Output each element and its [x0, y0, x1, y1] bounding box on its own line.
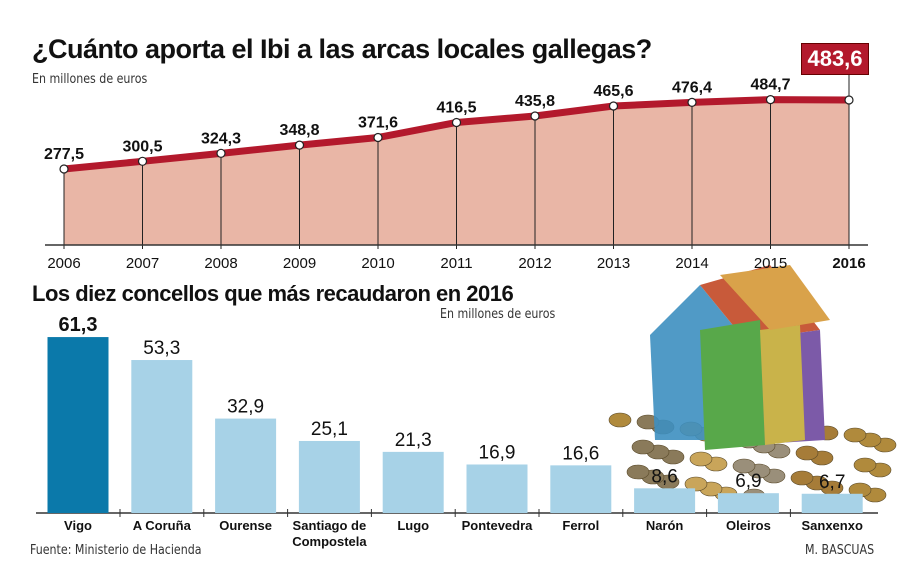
- category-label: Compostela: [292, 534, 367, 549]
- data-point: [59, 164, 69, 174]
- x-tick-label: 2009: [283, 255, 316, 272]
- coin: [843, 427, 867, 443]
- data-point: [216, 148, 226, 158]
- data-label: 277,5: [44, 146, 84, 163]
- x-tick-label: 2007: [126, 255, 159, 272]
- coin: [684, 476, 708, 492]
- coin: [631, 439, 655, 455]
- bar-value-label: 53,3: [143, 338, 180, 359]
- line-chart-title: ¿Cuánto aporta el Ibi a las arcas locale…: [32, 34, 652, 64]
- bar-value-label: 61,3: [59, 314, 98, 336]
- bar: [131, 360, 193, 513]
- coin: [853, 457, 877, 473]
- data-point: [765, 95, 776, 105]
- x-tick-label: 2015: [754, 255, 787, 272]
- x-tick-label: 2008: [204, 255, 237, 272]
- category-label: Santiago de: [293, 518, 367, 533]
- category-label: Pontevedra: [462, 518, 534, 533]
- bar-value-label: 6,9: [735, 471, 761, 492]
- x-tick-label: 2013: [597, 255, 630, 272]
- bar: [801, 493, 863, 513]
- bar: [382, 451, 444, 513]
- category-label: Narón: [646, 518, 684, 533]
- bar: [298, 440, 360, 513]
- data-label: 435,8: [515, 93, 555, 110]
- category-label: Ourense: [219, 518, 272, 533]
- data-label: 416,5: [436, 99, 476, 116]
- data-label: 484,7: [750, 77, 790, 94]
- bar-value-label: 16,9: [479, 442, 516, 463]
- line-chart-subtitle: En millones de euros: [32, 72, 148, 87]
- bar: [634, 488, 696, 513]
- x-tick-label: 2011: [440, 255, 472, 272]
- bar: [466, 464, 528, 513]
- data-point: [687, 97, 697, 108]
- category-label: Sanxenxo: [801, 518, 862, 533]
- data-label: 371,6: [358, 114, 398, 131]
- x-tick-label: 2014: [675, 255, 708, 272]
- bar-value-label: 8,6: [651, 466, 677, 487]
- bar-chart-subtitle: En millones de euros: [440, 307, 556, 322]
- data-point: [844, 95, 854, 105]
- bar: [47, 337, 109, 513]
- coin: [689, 451, 713, 467]
- category-label: Lugo: [397, 518, 429, 533]
- category-label: Vigo: [64, 518, 92, 533]
- coin: [732, 458, 756, 474]
- x-tick-label: 2016: [832, 255, 865, 272]
- data-point: [373, 132, 383, 143]
- data-label: 300,5: [122, 138, 162, 155]
- bar-value-label: 25,1: [311, 419, 348, 440]
- data-point: [608, 101, 619, 111]
- category-label: Ferrol: [562, 518, 599, 533]
- x-tick-label: 2010: [361, 255, 394, 272]
- bar-value-label: 16,6: [562, 443, 599, 464]
- data-point: [137, 156, 148, 166]
- bar-value-label: 6,7: [819, 472, 845, 493]
- data-point: [294, 140, 305, 150]
- x-tick-label: 2006: [47, 255, 80, 272]
- bar: [550, 465, 612, 513]
- data-label: 348,8: [279, 122, 319, 139]
- data-point: [451, 117, 462, 128]
- bar-value-label: 32,9: [227, 397, 264, 418]
- bar: [215, 418, 277, 513]
- source-note: Fuente: Ministerio de Hacienda: [30, 543, 202, 558]
- bar: [717, 493, 779, 513]
- x-tick-label: 2012: [518, 255, 551, 272]
- credit: M. BASCUAS: [805, 543, 875, 558]
- highlight-value-2016: 483,6: [801, 43, 869, 75]
- data-label: 476,4: [672, 79, 712, 96]
- coin: [790, 470, 814, 486]
- coin: [626, 464, 650, 480]
- data-label: 324,3: [201, 130, 241, 147]
- coin: [795, 445, 819, 461]
- category-label: Oleiros: [726, 518, 771, 533]
- bar-value-label: 21,3: [395, 430, 432, 451]
- coin: [608, 412, 632, 428]
- data-point: [530, 111, 540, 121]
- category-label: A Coruña: [133, 518, 192, 533]
- bar-chart-title: Los diez concellos que más recaudaron en…: [32, 281, 514, 306]
- data-label: 465,6: [593, 83, 633, 100]
